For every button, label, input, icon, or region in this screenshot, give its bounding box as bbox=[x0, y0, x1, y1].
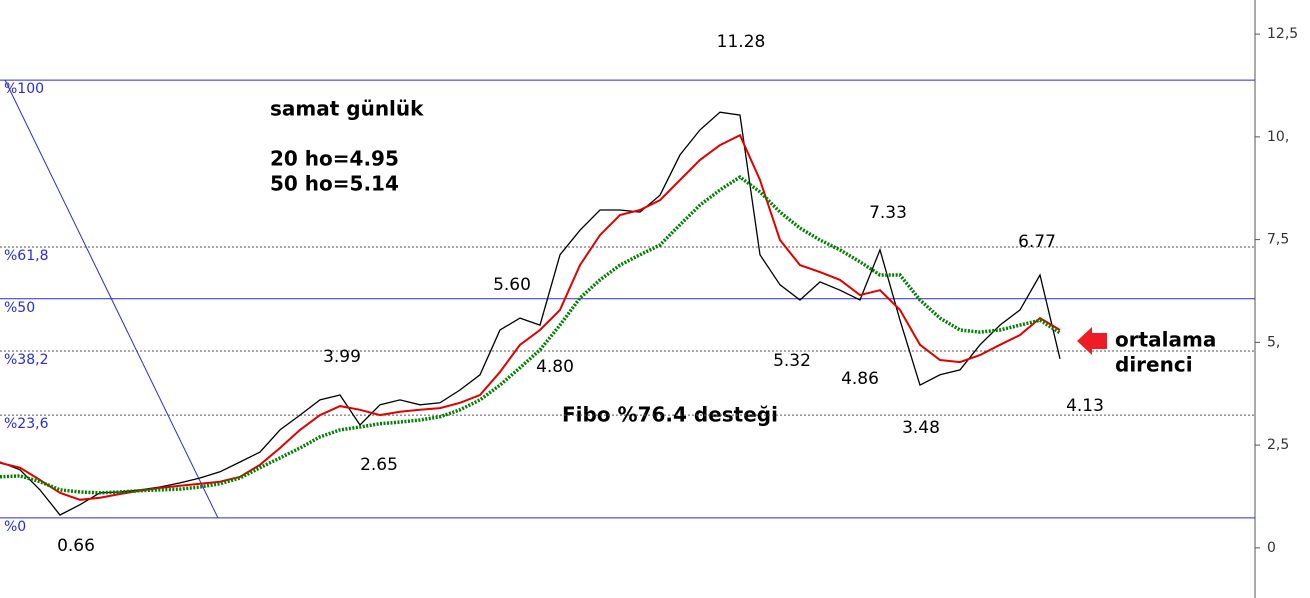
y-tick-label: 0 bbox=[1267, 540, 1276, 556]
price-label: 7.33 bbox=[869, 203, 907, 223]
price-label: 2.65 bbox=[360, 455, 398, 475]
price-label: 6.77 bbox=[1018, 232, 1056, 252]
price-label: 0.66 bbox=[57, 536, 95, 556]
price-label: 4.13 bbox=[1066, 396, 1104, 416]
price-label: 3.48 bbox=[902, 418, 940, 438]
price-label: 4.80 bbox=[536, 357, 574, 377]
fib-label: %100 bbox=[4, 81, 44, 97]
price-label: 4.86 bbox=[841, 369, 879, 389]
y-tick-label: 2,5 bbox=[1267, 437, 1289, 453]
note: 20 ho=4.95 bbox=[270, 147, 399, 171]
fib-label: %50 bbox=[4, 300, 35, 316]
series-line bbox=[0, 111, 1061, 516]
fib-label: %38,2 bbox=[4, 352, 48, 368]
series-line bbox=[0, 133, 1061, 501]
fib-label: %23,6 bbox=[4, 416, 49, 432]
price-label: 11.28 bbox=[717, 32, 766, 52]
fib-label: %0 bbox=[4, 519, 26, 535]
y-tick-label: 5, bbox=[1267, 334, 1280, 350]
chart-title: samat günlük bbox=[270, 97, 424, 121]
y-tick-label: 10, bbox=[1267, 129, 1289, 145]
y-tick-label: 7,5 bbox=[1267, 232, 1289, 248]
price-label: 5.60 bbox=[493, 275, 531, 295]
arrow bbox=[1077, 327, 1107, 355]
note: direnci bbox=[1115, 353, 1193, 377]
note: 50 ho=5.14 bbox=[270, 172, 399, 196]
price-label: 5.32 bbox=[773, 351, 811, 371]
note: ortalama bbox=[1115, 328, 1216, 352]
y-tick-label: 12,5 bbox=[1267, 26, 1298, 42]
price-label: 3.99 bbox=[323, 347, 361, 367]
note: Fibo %76.4 desteği bbox=[562, 403, 778, 427]
fib-label: %61,8 bbox=[4, 248, 48, 264]
series-line bbox=[0, 174, 1061, 495]
